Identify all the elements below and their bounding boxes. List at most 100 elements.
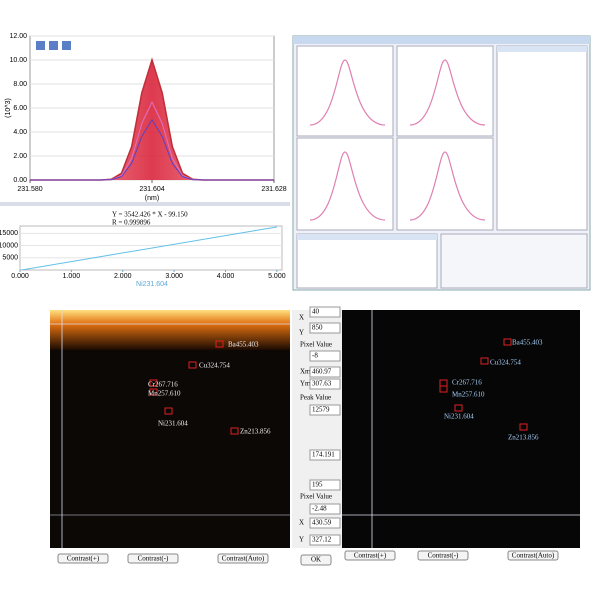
y-tick-label: 2.00 [13, 153, 27, 160]
field-value: 307.63 [312, 380, 332, 388]
marker-box [503, 338, 512, 346]
marker-box [454, 404, 463, 412]
spectrum-line [30, 119, 274, 181]
x-tick-label: 231.580 [17, 186, 42, 193]
left-image-glow [50, 310, 290, 350]
element-label: Zn213.856 [508, 434, 539, 442]
field-value: 460.97 [312, 368, 332, 376]
contrast-button-label[interactable]: Contrast(+) [67, 555, 100, 563]
y-tick-label: 8.00 [13, 81, 27, 88]
marker-box [230, 427, 239, 435]
field-label: Pixel Value [300, 493, 332, 501]
contrast-button-label[interactable]: Contrast(-) [138, 555, 169, 563]
field-label: X [299, 519, 304, 527]
value-field[interactable] [309, 322, 341, 334]
element-label: Ba455.403 [228, 341, 259, 349]
x-tick-label: 231.628 [261, 186, 286, 193]
field-label: Pixel Value [300, 341, 332, 349]
marker-box [149, 379, 158, 387]
marker-box [149, 388, 158, 396]
field-label: Ymax [300, 380, 318, 388]
marker-box [519, 423, 528, 431]
contrast-button-label[interactable]: Contrast(Auto) [222, 555, 265, 563]
value-field[interactable] [309, 404, 341, 416]
field-value: -2.48 [312, 505, 327, 513]
element-label: Zn213.856 [240, 428, 271, 436]
value-field[interactable] [309, 503, 341, 515]
ok-button-label[interactable]: OK [311, 556, 321, 564]
contrast-button-label[interactable]: Contrast(+) [354, 552, 387, 560]
marker-box [188, 361, 197, 369]
element-label: Cr267.716 [148, 381, 178, 389]
x-tick-label: 3.000 [165, 273, 183, 280]
value-field[interactable] [309, 366, 341, 378]
value-field[interactable] [309, 306, 341, 318]
field-label: Y [299, 536, 304, 544]
calibration-line [20, 226, 277, 270]
y-tick-label: 6.00 [13, 105, 27, 112]
splitter [0, 202, 290, 206]
contrast-button-label[interactable]: Contrast(-) [428, 552, 459, 560]
y-tick-label: 15000 [0, 230, 18, 237]
contrast-button[interactable] [344, 550, 396, 561]
x-tick-label: 0.000 [11, 273, 29, 280]
y-tick-label: 5000 [2, 255, 18, 262]
element-label: Mn257.610 [452, 391, 485, 399]
marker-box [215, 340, 224, 348]
value-field[interactable] [309, 449, 341, 461]
marker-box [480, 357, 489, 365]
marker-box [164, 407, 173, 415]
field-label: Xmax [300, 368, 318, 376]
contrast-button[interactable] [57, 553, 109, 564]
zoom-button[interactable] [49, 41, 58, 50]
x-axis-label: (nm) [145, 195, 159, 202]
element-label: Ni231.604 [158, 420, 188, 428]
nav-button[interactable] [36, 41, 45, 50]
equation: Y = 3542.426 * X - 99.150 [112, 211, 188, 219]
element-label: Ni231.604 [444, 413, 474, 421]
y-tick-label: 12.00 [9, 33, 27, 40]
contrast-button[interactable] [127, 553, 179, 564]
x-tick-label: 4.000 [217, 273, 235, 280]
value-field[interactable] [309, 350, 341, 362]
y-tick-label: 10000 [0, 242, 18, 249]
r-value: R = 0.999896 [112, 219, 151, 227]
contrast-button[interactable] [417, 550, 469, 561]
y-tick-label: 10.00 [9, 57, 27, 64]
nav-button[interactable] [62, 41, 71, 50]
x-tick-label: 5.000 [268, 273, 286, 280]
contrast-button-label[interactable]: Contrast(Auto) [512, 552, 555, 560]
field-value: 327.12 [312, 536, 332, 544]
x-tick-label: 231.604 [139, 186, 164, 193]
ok-button[interactable] [300, 554, 332, 566]
field-value: 12579 [312, 406, 330, 414]
y-tick-label: 4.00 [13, 129, 27, 136]
field-value: 174.191 [312, 451, 335, 459]
element-label: Mn257.610 [148, 390, 181, 398]
value-field[interactable] [309, 534, 341, 546]
software-window [292, 35, 591, 291]
element-label: Cr267.716 [452, 379, 482, 387]
field-label: Peak Value [300, 394, 331, 402]
x-axis-label: Ni231.604 [136, 281, 168, 288]
contrast-button[interactable] [217, 553, 269, 564]
value-field[interactable] [309, 378, 341, 390]
field-value: 195 [312, 481, 323, 489]
y-tick-label: 0.00 [13, 177, 27, 184]
contrast-button[interactable] [507, 550, 559, 561]
right-image [342, 310, 580, 548]
element-label: Cu324.754 [490, 359, 521, 367]
element-label: Cu324.754 [199, 362, 230, 370]
field-value: 850 [312, 324, 323, 332]
value-field[interactable] [309, 479, 341, 491]
field-label: Y [299, 329, 304, 337]
value-field[interactable] [309, 517, 341, 529]
field-value: 430.59 [312, 519, 332, 527]
element-label: Ba455.403 [512, 339, 543, 347]
field-value: -8 [312, 352, 318, 360]
field-value: 40 [312, 308, 320, 316]
x-tick-label: 2.000 [114, 273, 132, 280]
field-label: X [299, 314, 304, 322]
marker-box [439, 385, 448, 393]
